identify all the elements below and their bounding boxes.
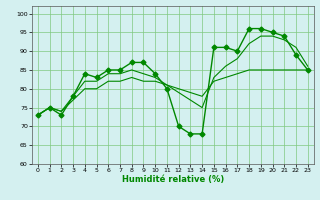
X-axis label: Humidité relative (%): Humidité relative (%) <box>122 175 224 184</box>
